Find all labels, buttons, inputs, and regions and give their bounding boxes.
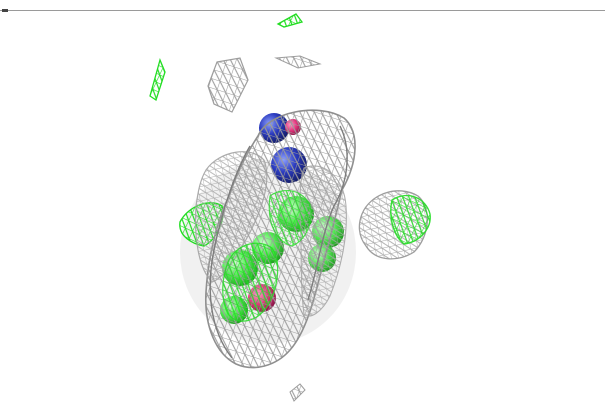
mesh-outline: [307, 125, 348, 301]
corner-marker: [2, 9, 8, 12]
mesh-fragment: [207, 57, 249, 113]
difference-fragment: [276, 13, 304, 28]
mesh-outline: [209, 145, 251, 359]
top-divider: [0, 10, 605, 11]
mesh-fragment: [274, 55, 322, 69]
inner-difference-mesh: [268, 190, 312, 247]
mesh-fragment: [289, 383, 306, 402]
side-difference-mesh: [390, 195, 431, 245]
inner-difference-mesh: [222, 242, 279, 322]
3d-viewport[interactable]: [0, 11, 605, 406]
difference-fragment: [149, 58, 166, 102]
